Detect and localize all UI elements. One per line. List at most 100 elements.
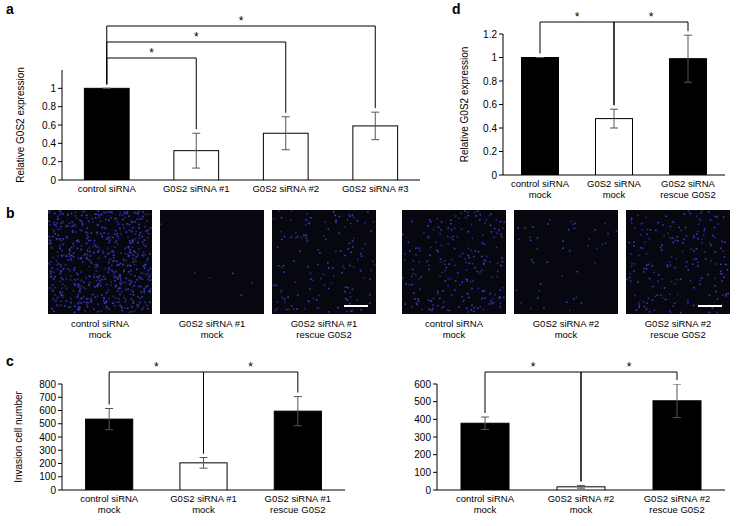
cell-speck [334,215,336,217]
y-tick [58,125,62,126]
cell-speck [634,263,636,265]
cell-speck [697,261,699,263]
cell-speck [693,305,695,307]
text-line: rescue G0S2 [660,189,715,200]
cell-speck [297,294,299,296]
error-cap [192,168,200,169]
cell-speck [68,253,70,255]
cell-speck [654,296,656,298]
y-axis-label: Relative G0S2 expression [15,67,26,183]
cell-speck [62,279,64,281]
cell-speck [142,218,144,220]
cell-speck [646,303,648,305]
cell-speck [721,241,723,243]
cell-speck [462,253,464,255]
cell-speck [714,216,716,218]
cell-speck [147,273,149,275]
cell-speck [672,242,674,244]
cell-speck [133,258,135,260]
cell-speck [64,285,66,287]
cell-speck [65,264,67,266]
cell-speck [441,308,443,310]
cell-speck [74,279,76,281]
cell-speck [51,243,53,245]
cell-speck [317,264,319,266]
cell-speck [61,293,63,295]
cell-speck [70,302,72,304]
cell-speck [144,226,146,228]
y-tick [58,397,62,398]
cell-speck [49,224,51,226]
cell-speck [587,245,589,247]
cell-speck [76,296,78,298]
cell-speck [74,306,76,308]
cell-speck [48,220,50,222]
cell-speck [77,284,79,286]
cell-speck [697,238,699,240]
cell-speck [317,307,319,309]
cell-speck [71,259,73,261]
text-line: c [6,353,14,369]
cell-speck [665,216,667,218]
cell-speck [709,242,711,244]
cell-speck [86,258,88,260]
cell-speck [649,311,651,313]
cell-speck [432,304,434,306]
cell-speck [306,237,308,239]
cell-speck [87,306,89,308]
cell-speck [716,216,718,218]
cell-speck [456,236,458,238]
cell-speck [350,223,352,225]
cell-speck [60,270,62,272]
cell-speck [109,260,111,262]
cell-speck [117,276,119,278]
cell-speck [672,305,674,307]
cell-speck [74,267,76,269]
cell-speck [697,231,699,233]
cell-speck [57,229,59,231]
cell-speck [450,219,452,221]
cell-speck [448,263,450,265]
text-line: mock [603,189,626,200]
cell-speck [127,265,129,267]
cell-speck [518,227,520,229]
cell-speck [328,228,330,230]
cell-speck [106,292,108,294]
cell-speck [524,227,526,229]
cell-speck [437,291,439,293]
y-tick-label: 1 [50,83,56,94]
cell-speck [362,248,364,250]
cell-speck [94,264,96,266]
cell-speck [133,254,135,256]
cell-speck [138,224,140,226]
cell-speck [91,262,93,264]
cell-speck [100,233,102,235]
cell-speck [128,256,130,258]
cell-speck [132,240,134,242]
cell-speck [66,225,68,227]
cell-speck [630,280,632,282]
cell-speck [439,298,441,300]
y-tick [433,384,437,385]
text-line: G0S2 siRNA #2 [644,493,711,504]
y-tick-label: 600 [39,405,56,416]
cell-speck [61,277,63,279]
text-line: rescue G0S2 [649,504,704,515]
cell-speck [724,241,726,243]
cell-speck [562,247,564,249]
y-tick-label: 0.6 [42,120,56,131]
error-cap [610,109,618,110]
bar [461,423,509,490]
cell-speck [122,219,124,221]
cell-speck [418,300,420,302]
cell-speck [144,239,146,241]
cell-speck [148,276,150,278]
cell-speck [133,261,135,263]
text-line: G0S2 siRNA #3 [342,183,409,194]
cell-speck [537,237,539,239]
cell-speck [323,274,325,276]
cell-speck [147,230,149,232]
cell-speck [54,224,56,226]
cell-speck [60,211,62,213]
cell-speck [686,261,688,263]
